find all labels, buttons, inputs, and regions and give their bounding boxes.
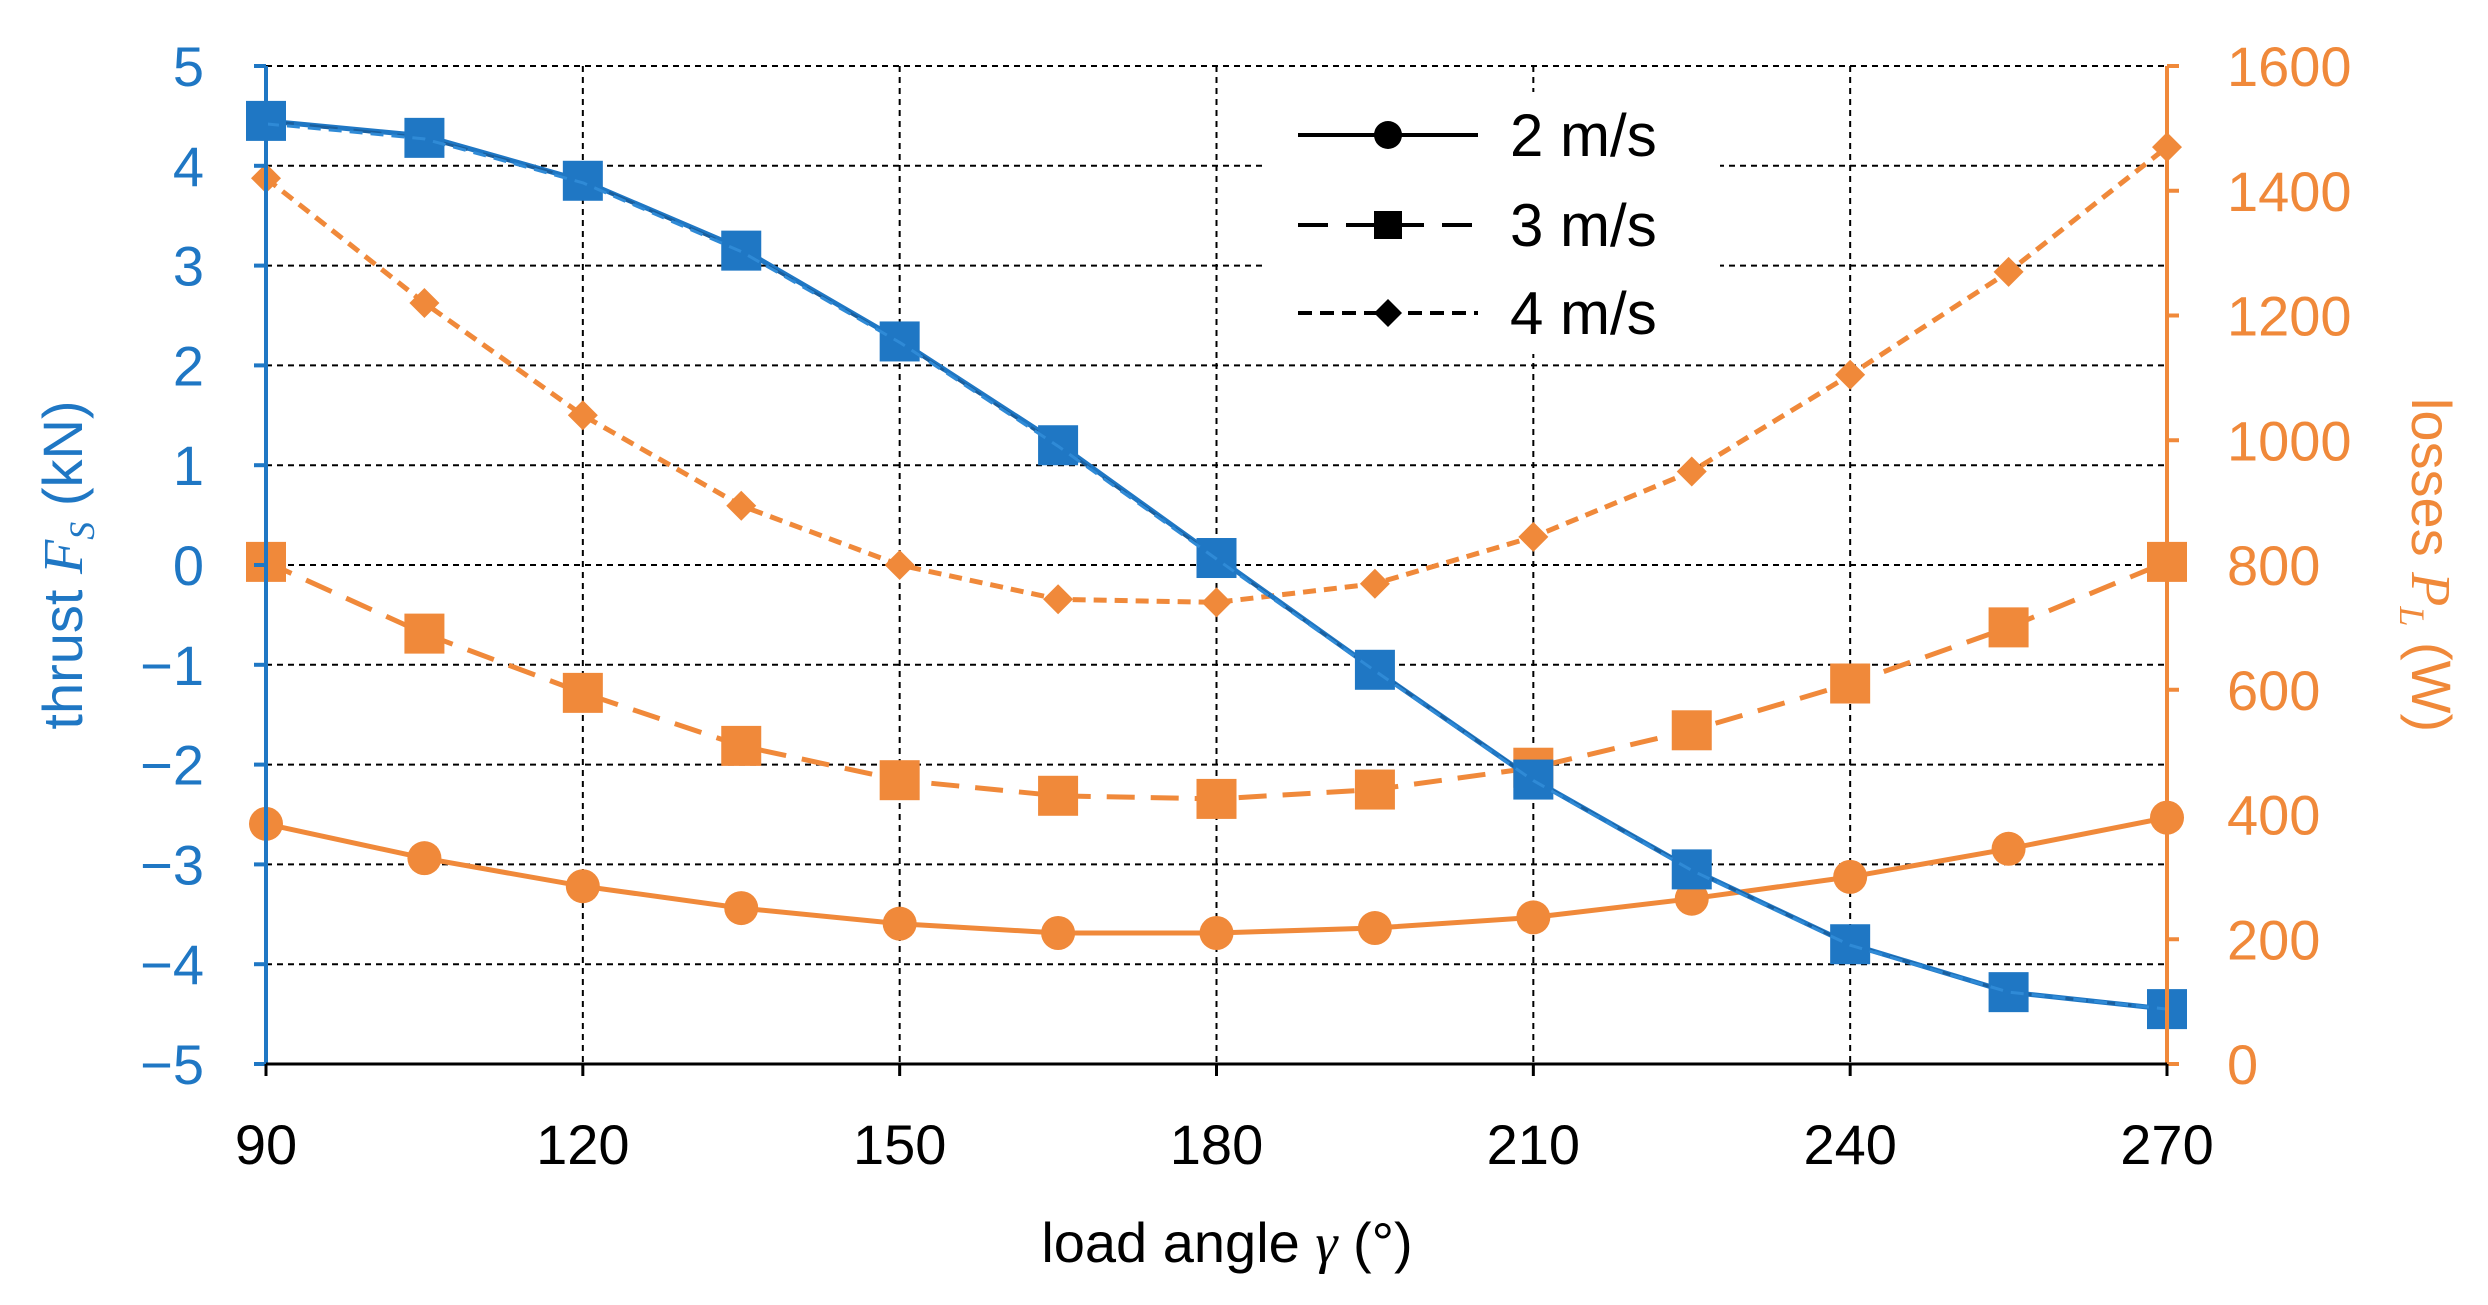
data-point-square xyxy=(1354,769,1395,810)
y-left-axis-label-subscript: S xyxy=(62,522,102,540)
data-point-square xyxy=(1830,663,1871,704)
series-losses-4-m-s xyxy=(251,132,2182,618)
series-losses-2-m-s xyxy=(249,800,2184,951)
y-left-tick-label: 2 xyxy=(173,334,204,397)
y-right-axis-label-suffix: (W) xyxy=(2400,626,2463,732)
series-thrust-4-m-s xyxy=(265,122,2168,1011)
y-right-axis-label-prefix: losses xyxy=(2400,398,2463,572)
y-right-tick-label: 800 xyxy=(2227,534,2320,597)
x-tick-label: 240 xyxy=(1803,1113,1896,1176)
data-point-diamond xyxy=(1518,521,1549,552)
y-left-tick-label: 0 xyxy=(173,534,204,597)
x-tick-label: 270 xyxy=(2120,1113,2213,1176)
x-tick-label: 90 xyxy=(235,1113,297,1176)
legend: 2 m/s 3 m/s 4 m/s xyxy=(1265,92,1720,354)
data-point-diamond xyxy=(1359,568,1390,599)
data-point-circle xyxy=(1357,911,1392,946)
legend-marker-square xyxy=(1374,211,1402,239)
y-left-tick-label: −3 xyxy=(140,833,204,896)
x-tick-label: 150 xyxy=(853,1113,946,1176)
data-point-diamond xyxy=(1201,587,1232,618)
legend-label-4ms: 4 m/s xyxy=(1510,280,1657,347)
data-point-diamond xyxy=(567,400,598,431)
y-right-tick-label: 1200 xyxy=(2227,285,2352,348)
data-point-square xyxy=(721,725,762,766)
y-left-axis-label-symbol: F xyxy=(33,539,95,575)
data-point-square xyxy=(1038,775,1079,816)
legend-label-2ms: 2 m/s xyxy=(1510,102,1657,169)
x-axis-label-suffix: (°) xyxy=(1337,1211,1412,1274)
y-left-tick-label: −2 xyxy=(140,734,204,797)
data-point-square xyxy=(404,613,445,654)
data-point-square xyxy=(1671,849,1712,890)
data-point-circle xyxy=(1516,900,1551,935)
data-point-square xyxy=(1354,649,1395,690)
y-left-axis-label-suffix: (kN) xyxy=(31,400,94,521)
y-left-tick-label: 5 xyxy=(173,35,204,98)
y-right-axis-label-symbol: P xyxy=(2399,571,2461,606)
x-axis-label-symbol: γ xyxy=(1315,1213,1339,1275)
series-layer xyxy=(246,100,2187,1030)
data-point-square xyxy=(1196,778,1237,819)
data-point-square xyxy=(562,160,603,201)
legend-marker-circle xyxy=(1374,121,1402,149)
data-point-circle xyxy=(565,869,600,904)
legend-entry-4ms: 4 m/s xyxy=(1298,280,1657,347)
data-point-circle xyxy=(1199,916,1234,951)
data-point-circle xyxy=(1041,916,1076,951)
y-right-tick-label: 400 xyxy=(2227,784,2320,847)
data-point-square xyxy=(562,672,603,713)
y-left-tick-label: 3 xyxy=(173,235,204,298)
legend-marker-diamond xyxy=(1374,299,1402,327)
y-right-tick-label: 600 xyxy=(2227,659,2320,722)
series-line xyxy=(265,122,2168,1011)
x-axis-label-prefix: load angle xyxy=(1041,1211,1315,1274)
y-left-tick-label: −1 xyxy=(140,634,204,697)
data-point-diamond xyxy=(1835,359,1866,390)
y-left-axis-label-prefix: thrust xyxy=(31,574,94,730)
data-point-diamond xyxy=(1993,256,2024,287)
y-left-tick-label: −5 xyxy=(140,1033,204,1096)
data-point-circle xyxy=(1674,881,1709,916)
legend-entry-3ms: 3 m/s xyxy=(1298,192,1657,259)
data-point-circle xyxy=(882,906,917,941)
data-point-square xyxy=(1671,710,1712,751)
y-left-axis-label: thrust FS (kN) xyxy=(31,400,102,729)
y-left-tick-label: 1 xyxy=(173,434,204,497)
legend-entry-2ms: 2 m/s xyxy=(1298,102,1657,169)
y-left-tick-label: 4 xyxy=(173,135,204,198)
data-point-circle xyxy=(724,891,759,926)
legend-label-3ms: 3 m/s xyxy=(1510,192,1657,259)
data-point-square xyxy=(1513,759,1554,800)
data-point-circle xyxy=(407,841,442,876)
y-right-tick-label: 1400 xyxy=(2227,160,2352,223)
y-right-axis-label: losses PL (W) xyxy=(2392,398,2463,732)
data-point-square xyxy=(1988,607,2029,648)
data-point-diamond xyxy=(884,550,915,580)
y-right-tick-label: 1600 xyxy=(2227,35,2352,98)
y-right-axis-label-subscript: L xyxy=(2392,605,2432,626)
x-axis-label: load angle γ (°) xyxy=(1041,1211,1412,1275)
data-point-circle xyxy=(1991,831,2026,866)
data-point-diamond xyxy=(1043,584,1074,615)
x-tick-label: 180 xyxy=(1170,1113,1263,1176)
y-left-tick-label: −4 xyxy=(140,933,204,996)
data-point-circle xyxy=(1833,859,1868,894)
y-right-tick-label: 1000 xyxy=(2227,409,2352,472)
y-right-tick-label: 0 xyxy=(2227,1033,2258,1096)
data-point-diamond xyxy=(1676,456,1707,487)
x-tick-label: 120 xyxy=(536,1113,629,1176)
y-right-tick-label: 200 xyxy=(2227,908,2320,971)
data-point-diamond xyxy=(726,490,757,521)
x-tick-label: 210 xyxy=(1487,1113,1580,1176)
data-point-square xyxy=(879,760,920,801)
data-point-diamond xyxy=(409,288,440,319)
